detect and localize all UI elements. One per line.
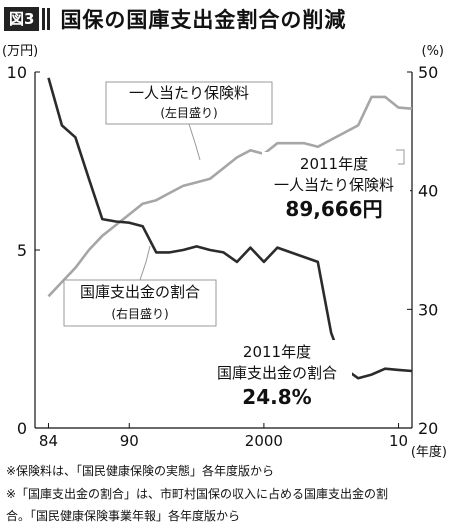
right-axis-unit: (%) bbox=[422, 44, 445, 59]
source-note-2: ※「国庫支出金の割合」は、市町村国保の収入に占める国庫支出金の割 bbox=[6, 487, 389, 501]
premium-2011-value: 89,666円 bbox=[285, 197, 382, 221]
right-axis-tick-label: 50 bbox=[418, 63, 438, 82]
badge-bar-icon bbox=[42, 8, 46, 30]
subsidy-2011-callout-bg bbox=[202, 340, 352, 408]
subsidy-2011-label: 国庫支出金の割合 bbox=[217, 364, 337, 382]
premium-2011-callout-bg bbox=[262, 152, 410, 222]
x-axis-tick-label: 84 bbox=[39, 432, 58, 450]
x-axis-tick-label: 2000 bbox=[245, 432, 283, 450]
premium-2011-bracket bbox=[396, 149, 405, 165]
subsidy-leader-line bbox=[139, 245, 151, 281]
subsidy-2011-year: 2011年度 bbox=[243, 343, 311, 361]
right-axis-tick-label: 20 bbox=[418, 419, 438, 438]
x-axis-tick-label: 90 bbox=[120, 432, 139, 450]
source-note-3: 合。「国民健康保険事業年報」各年度版から bbox=[6, 509, 241, 523]
x-axis-unit: (年度) bbox=[411, 444, 447, 460]
premium-leader-line bbox=[188, 123, 201, 161]
subsidy-label: 国庫支出金の割合 bbox=[80, 283, 200, 301]
premium-2011-year: 2011年度 bbox=[300, 155, 368, 173]
premium-axis-note: (左目盛り) bbox=[160, 105, 217, 120]
subsidy-2011-value: 24.8% bbox=[242, 385, 311, 409]
badge-bar-icon bbox=[47, 8, 51, 30]
left-axis-unit: (万円) bbox=[2, 44, 38, 59]
source-note-1: ※保険料は、「国民健康保険の実態」各年度版から bbox=[6, 464, 275, 478]
premium-series-line bbox=[47, 95, 413, 298]
figure-number-badge: 図3 bbox=[4, 7, 40, 31]
figure-title: 国保の国庫支出金割合の削減 bbox=[60, 8, 347, 32]
premium-label-box bbox=[105, 81, 273, 125]
premium-2011-label: 一人当たり保険料 bbox=[274, 176, 394, 194]
premium-label: 一人当たり保険料 bbox=[129, 84, 249, 102]
subsidy-label-box bbox=[63, 279, 217, 327]
right-axis-tick-label: 30 bbox=[418, 300, 438, 319]
figure-title-row: 図3 国保の国庫支出金割合の削減 bbox=[4, 4, 346, 34]
left-axis-tick-label: 0 bbox=[17, 419, 27, 438]
left-axis-tick-label: 10 bbox=[7, 63, 27, 82]
subsidy-axis-note: (右目盛り) bbox=[111, 306, 168, 321]
x-axis-tick-label: 10 bbox=[389, 432, 408, 450]
left-axis-tick-label: 5 bbox=[17, 241, 27, 260]
right-axis-tick-label: 40 bbox=[418, 182, 438, 201]
